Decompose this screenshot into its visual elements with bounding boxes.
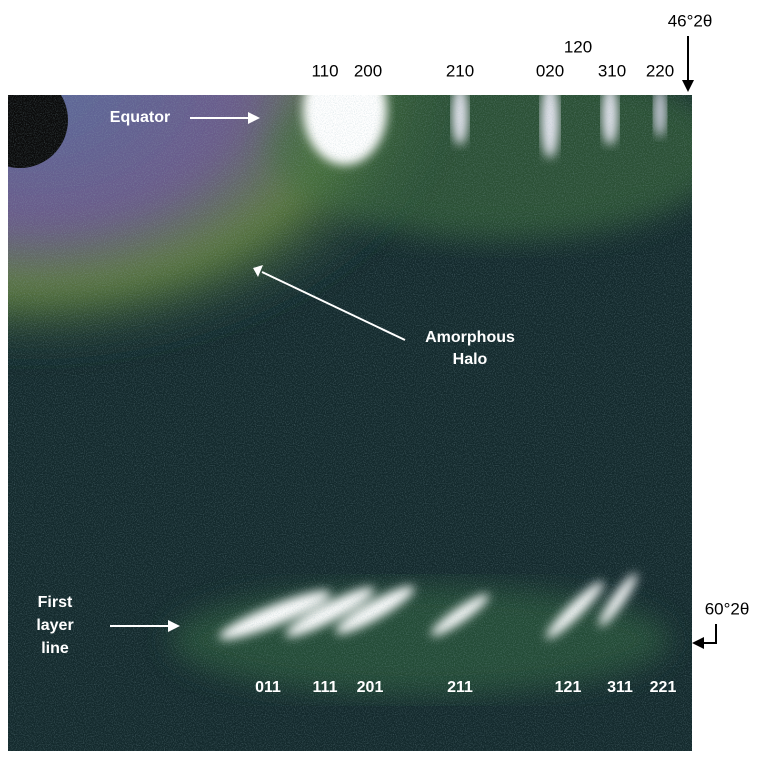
annotation: layer <box>36 617 73 634</box>
reflection-label: 310 <box>598 61 626 80</box>
reflection-label: 110 <box>311 61 338 80</box>
figure: 110 200 210 020 120 310 220 46°2θ 60°2θ … <box>0 0 760 769</box>
reflection-label: 020 <box>536 61 564 80</box>
reflection-label: 211 <box>447 679 473 696</box>
reflection-label: 311 <box>607 679 633 696</box>
scale-label: 60°2θ <box>705 599 750 618</box>
reflection-label: 220 <box>646 61 674 80</box>
reflection-label: 011 <box>255 679 281 696</box>
arrow <box>702 624 716 643</box>
arrowhead <box>692 637 704 649</box>
arrowhead <box>682 80 694 92</box>
reflection-label: 210 <box>446 61 474 80</box>
scale-label: 46°2θ <box>668 11 713 30</box>
reflection-label: 221 <box>650 679 677 696</box>
annotation: Equator <box>110 109 170 126</box>
reflection-label: 201 <box>357 679 384 696</box>
reflection-label: 200 <box>354 61 382 80</box>
annotation: line <box>41 640 69 657</box>
page: 110 200 210 020 120 310 220 46°2θ 60°2θ … <box>0 0 760 769</box>
annotation: Halo <box>453 351 488 368</box>
reflection-label: 111 <box>313 679 338 696</box>
annotation: Amorphous <box>425 329 515 346</box>
reflection-label: 120 <box>564 37 592 56</box>
reflection-label: 121 <box>555 679 582 696</box>
annotation: First <box>38 594 73 611</box>
